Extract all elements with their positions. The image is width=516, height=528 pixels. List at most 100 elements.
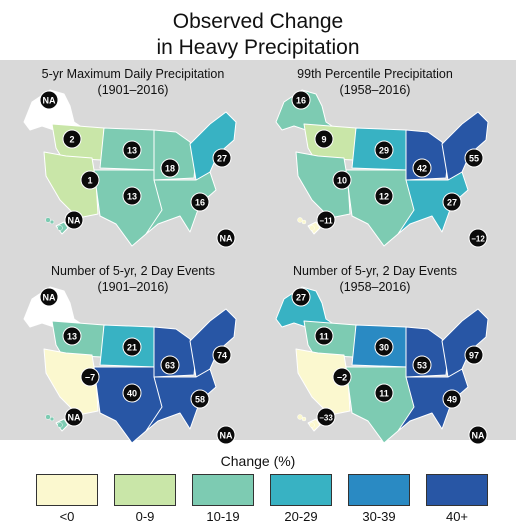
badge-circle [314, 326, 334, 346]
figure-title-line1: Observed Change [172, 10, 344, 33]
badge-circle [122, 337, 142, 357]
badge-circle [160, 355, 180, 375]
badge-circle [442, 389, 462, 409]
badge-value: NA [43, 292, 56, 302]
badge-circle [442, 192, 462, 212]
badge-circle [291, 90, 311, 110]
badge-circle [122, 140, 142, 160]
map-1-value-badge-ngp: 13 [122, 140, 142, 160]
badge-circle [62, 326, 82, 346]
map-4-region-southwest [295, 348, 351, 416]
legend-swatch-0 [36, 474, 98, 506]
badge-value: 55 [469, 153, 479, 163]
map-2-hawaii-island [301, 219, 307, 225]
map-3-value-badge-sgp: 40 [122, 383, 142, 403]
map-4-value-badge-se: 49 [442, 389, 462, 409]
badge-value: −7 [85, 372, 95, 382]
legend-swatch-2 [192, 474, 254, 506]
map-1-hawaii-island [57, 225, 63, 231]
badge-circle [64, 407, 84, 427]
badge-circle [468, 228, 488, 248]
badge-circle [412, 158, 432, 178]
legend-label-2: 10-19 [206, 509, 240, 524]
legend-swatch-4 [348, 474, 410, 506]
map-4-value-badge-ak: 27 [291, 287, 311, 307]
map-3-value-badge-se: 58 [190, 389, 210, 409]
figure-title-line2: in Heavy Precipitation [156, 36, 360, 59]
badge-value: 74 [217, 350, 227, 360]
map-2-title-line2: (1958–2016) [339, 83, 411, 97]
badge-circle [212, 345, 232, 365]
badge-value: 2 [69, 134, 74, 144]
badge-value: 29 [379, 145, 389, 155]
badge-value: −12 [471, 234, 485, 243]
map-3-value-badge-ngp: 21 [122, 337, 142, 357]
map-3-value-badge-ak: NA [39, 287, 59, 307]
map-4-value-badge-pr: NA [468, 425, 488, 445]
badge-value: 16 [296, 95, 306, 105]
map-4-value-badge-nw: 11 [314, 326, 334, 346]
map-3-value-badge-ne: 74 [212, 345, 232, 365]
legend-label-1: 0-9 [135, 509, 155, 524]
map-3-hawaii-island [57, 422, 63, 428]
badge-circle [464, 148, 484, 168]
map-3-value-badge-pr: NA [216, 425, 236, 445]
badge-circle [216, 425, 236, 445]
badge-circle [332, 170, 352, 190]
map-2-region-southwest [295, 151, 351, 219]
badge-value: −11 [319, 216, 333, 225]
map-1-value-badge-nw: 2 [62, 129, 82, 149]
badge-circle [62, 129, 82, 149]
map-3-region-southwest [43, 348, 99, 416]
badge-circle [314, 129, 334, 149]
badge-value: 16 [195, 197, 205, 207]
map-3-value-badge-nw: 13 [62, 326, 82, 346]
badge-value: 1 [87, 175, 92, 185]
badge-circle [316, 210, 336, 230]
badge-value: NA [472, 430, 485, 440]
legend-label-3: 20-29 [284, 509, 318, 524]
badge-circle [39, 287, 59, 307]
map-1-value-badge-ak: NA [39, 90, 59, 110]
map-2-title-line1: 99th Percentile Precipitation [297, 67, 453, 81]
legend-label-5: 40+ [445, 509, 469, 524]
badge-value: 27 [296, 292, 306, 302]
map-1-region-northeast [189, 111, 237, 181]
map-2-value-badge-pr: −12 [468, 228, 488, 248]
badge-value: −2 [337, 372, 347, 382]
badge-circle [39, 90, 59, 110]
badge-value: NA [220, 430, 233, 440]
map-3-title-line2: (1901–2016) [97, 280, 169, 294]
badge-circle [190, 192, 210, 212]
map-1-title-line1: 5-yr Maximum Daily Precipitation [41, 67, 225, 81]
badge-value: 18 [165, 163, 175, 173]
map-4-value-badge-ne: 97 [464, 345, 484, 365]
map-4-value-badge-hi: −33 [316, 407, 336, 427]
map-1-value-badge-pr: NA [216, 228, 236, 248]
map-4-value-badge-ngp: 30 [374, 337, 394, 357]
badge-circle [291, 287, 311, 307]
badge-value: NA [220, 233, 233, 243]
badge-value: 40 [127, 388, 137, 398]
legend-swatch-1 [114, 474, 176, 506]
badge-circle [122, 383, 142, 403]
badge-value: 27 [447, 197, 457, 207]
badge-value: 27 [217, 153, 227, 163]
map-1-region-southwest [43, 151, 99, 219]
map-2-hawaii-island [309, 225, 315, 231]
map-1-value-badge-sw: 1 [80, 170, 100, 190]
map-1: NA 2 1 13 13 18 27 16 NA NA [23, 89, 237, 248]
badge-circle [64, 210, 84, 230]
map-1-hawaii-island [49, 219, 55, 225]
map-4-hawaii-island [309, 422, 315, 428]
map-3-value-badge-mw: 63 [160, 355, 180, 375]
map-4-title: Number of 5-yr, 2 Day Events (1958–2016) [250, 263, 500, 295]
badge-circle [80, 367, 100, 387]
map-4-value-badge-sgp: 11 [374, 383, 394, 403]
map-3-hawaii-island [45, 414, 51, 420]
legend-label-0: <0 [59, 509, 75, 524]
map-3-region-southern-great-plains [93, 366, 165, 444]
map-1-value-badge-ne: 27 [212, 148, 232, 168]
map-2-value-badge-ngp: 29 [374, 140, 394, 160]
map-4-value-badge-mw: 53 [412, 355, 432, 375]
